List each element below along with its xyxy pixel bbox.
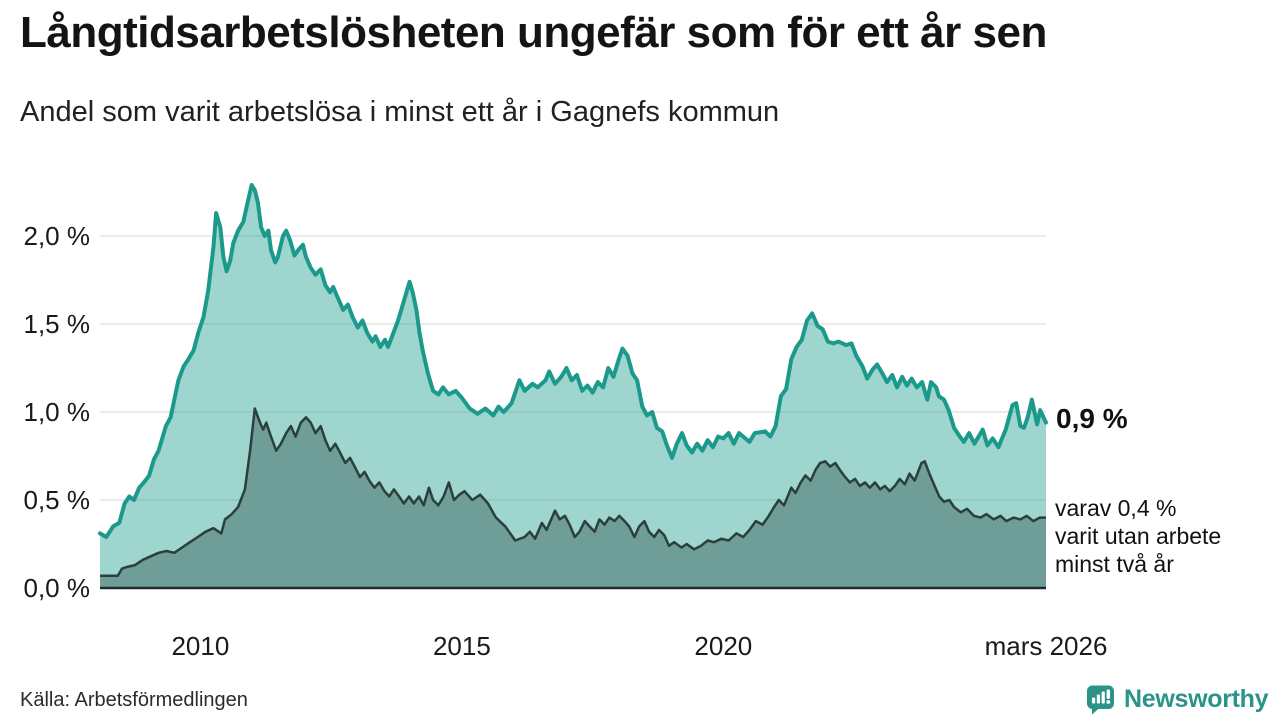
y-tick-label: 1,0 % bbox=[24, 397, 91, 427]
newsworthy-logo: Newsworthy bbox=[1085, 684, 1269, 715]
sub-annotation-line: minst två år bbox=[1055, 551, 1174, 577]
sub-annotation-line: varit utan arbete bbox=[1055, 523, 1222, 549]
chart-subtitle: Andel som varit arbetslösa i minst ett å… bbox=[20, 96, 780, 128]
y-tick-label: 0,5 % bbox=[24, 485, 91, 515]
x-tick-label: 2015 bbox=[433, 631, 491, 661]
x-tick-label: mars 2026 bbox=[985, 631, 1108, 661]
newsworthy-icon bbox=[1087, 685, 1114, 715]
sub-annotation-line: varav 0,4 % bbox=[1055, 495, 1177, 521]
sub-annotation: varav 0,4 % varit utan arbete minst två … bbox=[1055, 494, 1221, 578]
source-note: Källa: Arbetsförmedlingen bbox=[20, 689, 248, 711]
newsworthy-wordmark: Newsworthy bbox=[1124, 685, 1269, 713]
x-tick-label: 2020 bbox=[694, 631, 752, 661]
series-line-at-least-two-years bbox=[100, 407, 1046, 577]
series-area-at-least-two-years bbox=[100, 408, 1046, 588]
y-tick-label: 1,5 % bbox=[24, 309, 91, 339]
y-tick-label: 2,0 % bbox=[24, 221, 91, 251]
end-value-label: 0,9 % bbox=[1056, 403, 1128, 434]
x-tick-label: 2010 bbox=[171, 631, 229, 661]
page-title: Långtidsarbetslösheten ungefär som för e… bbox=[20, 8, 1047, 57]
y-tick-label: 0,0 % bbox=[24, 573, 91, 603]
series-line-at-least-one-year bbox=[98, 183, 1048, 539]
